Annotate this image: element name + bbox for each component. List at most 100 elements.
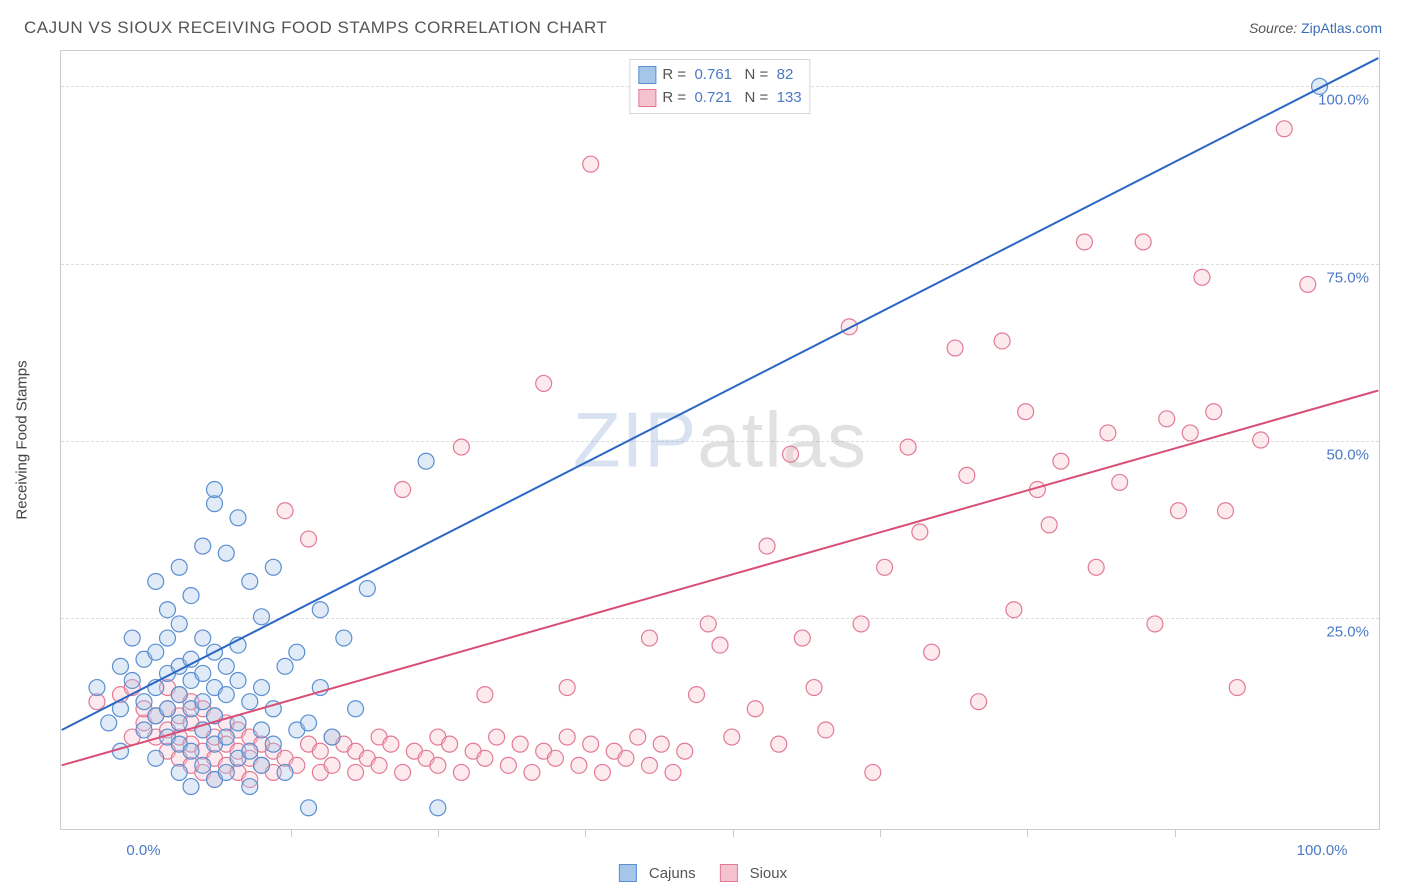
- data-point-sioux: [618, 750, 634, 766]
- data-point-cajuns: [242, 779, 258, 795]
- data-point-sioux: [1206, 404, 1222, 420]
- data-point-sioux: [1135, 234, 1151, 250]
- data-point-sioux: [348, 764, 364, 780]
- legend-swatch: [638, 66, 656, 84]
- data-point-sioux: [500, 757, 516, 773]
- data-point-cajuns: [195, 538, 211, 554]
- data-point-cajuns: [230, 510, 246, 526]
- data-point-cajuns: [430, 800, 446, 816]
- legend-label: Cajuns: [649, 865, 696, 882]
- data-point-sioux: [477, 687, 493, 703]
- data-point-sioux: [536, 375, 552, 391]
- data-point-sioux: [865, 764, 881, 780]
- data-point-sioux: [371, 757, 387, 773]
- data-point-sioux: [924, 644, 940, 660]
- data-point-cajuns: [218, 764, 234, 780]
- source-label: Source:: [1249, 20, 1297, 36]
- data-point-sioux: [959, 467, 975, 483]
- data-point-sioux: [1100, 425, 1116, 441]
- data-point-sioux: [712, 637, 728, 653]
- data-point-sioux: [689, 687, 705, 703]
- data-point-sioux: [1159, 411, 1175, 427]
- data-point-sioux: [547, 750, 563, 766]
- data-point-cajuns: [148, 573, 164, 589]
- data-point-sioux: [747, 701, 763, 717]
- data-point-sioux: [1218, 503, 1234, 519]
- data-point-sioux: [700, 616, 716, 632]
- data-point-sioux: [877, 559, 893, 575]
- data-point-cajuns: [160, 602, 176, 618]
- data-point-cajuns: [112, 658, 128, 674]
- data-point-cajuns: [160, 630, 176, 646]
- data-point-sioux: [1147, 616, 1163, 632]
- data-point-sioux: [1276, 121, 1292, 137]
- bottom-legend-item: Cajuns: [619, 864, 696, 882]
- data-point-cajuns: [324, 729, 340, 745]
- data-point-cajuns: [242, 573, 258, 589]
- data-point-cajuns: [277, 764, 293, 780]
- data-point-sioux: [383, 736, 399, 752]
- legend-swatch: [720, 864, 738, 882]
- x-tick: [1027, 829, 1028, 837]
- data-point-cajuns: [348, 701, 364, 717]
- data-point-sioux: [1253, 432, 1269, 448]
- plot-area: ZIPatlas R = 0.761 N = 82R = 0.721 N = 1…: [60, 50, 1380, 830]
- data-point-sioux: [630, 729, 646, 745]
- bottom-legend: CajunsSioux: [619, 864, 787, 882]
- data-point-sioux: [559, 729, 575, 745]
- data-point-sioux: [1018, 404, 1034, 420]
- data-point-cajuns: [254, 680, 270, 696]
- legend-swatch: [619, 864, 637, 882]
- data-point-cajuns: [359, 581, 375, 597]
- data-point-sioux: [1182, 425, 1198, 441]
- data-point-cajuns: [254, 757, 270, 773]
- source-link[interactable]: ZipAtlas.com: [1301, 20, 1382, 36]
- data-point-sioux: [947, 340, 963, 356]
- data-point-cajuns: [265, 559, 281, 575]
- legend-swatch: [638, 89, 656, 107]
- data-point-sioux: [1170, 503, 1186, 519]
- data-point-sioux: [641, 630, 657, 646]
- data-point-cajuns: [254, 722, 270, 738]
- data-point-sioux: [783, 446, 799, 462]
- data-point-sioux: [594, 764, 610, 780]
- data-point-cajuns: [265, 736, 281, 752]
- data-point-sioux: [324, 757, 340, 773]
- data-point-sioux: [912, 524, 928, 540]
- data-point-sioux: [1112, 474, 1128, 490]
- data-point-sioux: [1088, 559, 1104, 575]
- data-point-sioux: [794, 630, 810, 646]
- data-point-sioux: [489, 729, 505, 745]
- data-point-sioux: [853, 616, 869, 632]
- trend-line: [62, 390, 1379, 765]
- data-point-cajuns: [301, 715, 317, 731]
- data-point-sioux: [583, 156, 599, 172]
- data-point-cajuns: [195, 757, 211, 773]
- legend-box: R = 0.761 N = 82R = 0.721 N = 133: [629, 59, 810, 114]
- data-point-cajuns: [171, 559, 187, 575]
- data-point-sioux: [1229, 680, 1245, 696]
- data-point-sioux: [453, 764, 469, 780]
- data-point-sioux: [900, 439, 916, 455]
- data-point-cajuns: [312, 602, 328, 618]
- data-point-sioux: [806, 680, 822, 696]
- data-point-cajuns: [124, 672, 140, 688]
- data-point-cajuns: [277, 658, 293, 674]
- data-point-cajuns: [254, 609, 270, 625]
- data-point-sioux: [1041, 517, 1057, 533]
- data-point-sioux: [430, 757, 446, 773]
- chart-container: CAJUN VS SIOUX RECEIVING FOOD STAMPS COR…: [0, 0, 1406, 892]
- x-tick: [880, 829, 881, 837]
- data-point-sioux: [1053, 453, 1069, 469]
- x-tick: [585, 829, 586, 837]
- data-point-sioux: [759, 538, 775, 554]
- data-point-sioux: [1194, 269, 1210, 285]
- data-point-cajuns: [242, 694, 258, 710]
- data-point-sioux: [771, 736, 787, 752]
- data-point-cajuns: [171, 616, 187, 632]
- trend-line: [62, 58, 1379, 730]
- data-point-cajuns: [89, 680, 105, 696]
- data-point-sioux: [301, 531, 317, 547]
- data-point-sioux: [818, 722, 834, 738]
- data-point-cajuns: [218, 545, 234, 561]
